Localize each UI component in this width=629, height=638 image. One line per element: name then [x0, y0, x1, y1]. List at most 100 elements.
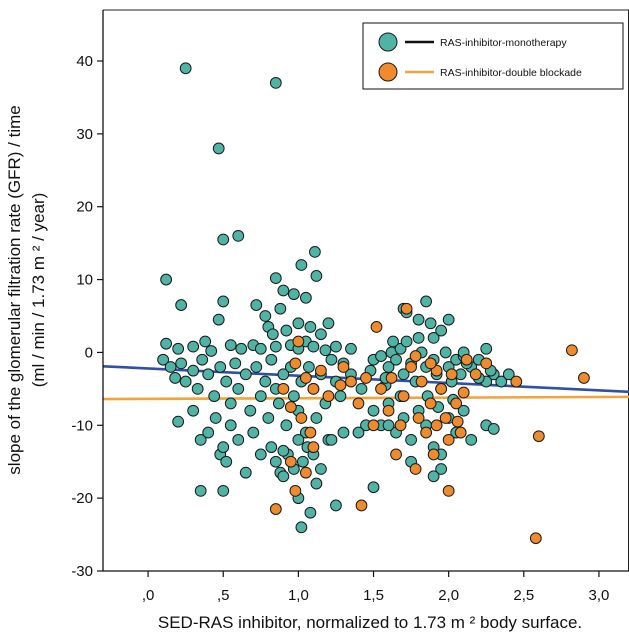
data-point-double-blockade — [460, 353, 473, 366]
data-point-double-blockade — [400, 302, 413, 315]
data-point-monotherapy — [214, 361, 227, 373]
plot-area — [103, 9, 629, 571]
data-point-monotherapy — [307, 340, 320, 353]
data-point-monotherapy — [187, 404, 200, 417]
data-point-monotherapy — [427, 331, 440, 344]
data-point-double-blockade — [529, 532, 542, 545]
data-point-double-blockade — [442, 433, 455, 446]
data-point-monotherapy — [334, 390, 347, 403]
y-axis-title-line2: (ml / min / 1.73 m ² / year) — [29, 193, 48, 388]
data-point-monotherapy — [232, 433, 245, 446]
data-point-double-blockade — [412, 412, 425, 424]
y-tick-label: -20 — [71, 490, 93, 507]
data-point-double-blockade — [307, 441, 320, 454]
data-point-double-blockade — [284, 455, 297, 468]
data-point-monotherapy — [355, 382, 368, 395]
y-tick-label: 20 — [76, 199, 93, 216]
data-point-monotherapy — [250, 299, 263, 311]
data-point-monotherapy — [191, 382, 204, 395]
axes: -30 -20 -10 0 10 20 30 40 ,0 ,5 1,0 1,5 2,0 2,5 3,0 — [71, 10, 629, 604]
data-point-monotherapy — [292, 433, 305, 446]
data-point-double-blockade — [315, 364, 327, 377]
data-point-double-blockade — [352, 397, 365, 410]
data-point-monotherapy — [217, 233, 230, 246]
data-point-double-blockade — [480, 357, 493, 370]
data-point-monotherapy — [405, 433, 417, 446]
data-point-monotherapy — [367, 404, 380, 417]
data-point-monotherapy — [412, 331, 425, 344]
y-axis-title-line1: slope of the glomerular filtration rate … — [5, 105, 24, 474]
data-point-monotherapy — [179, 375, 192, 388]
data-point-monotherapy — [164, 361, 177, 373]
data-point-monotherapy — [250, 361, 263, 373]
data-point-monotherapy — [160, 273, 173, 286]
data-point-monotherapy — [397, 368, 410, 381]
data-point-double-blockade — [397, 390, 410, 403]
data-point-double-blockade — [427, 448, 440, 461]
data-point-monotherapy — [287, 288, 300, 301]
legend: RAS-inhibitor-monotherapy RAS-inhibitor-d… — [362, 22, 624, 90]
data-point-monotherapy — [212, 313, 225, 326]
data-point-double-blockade — [295, 412, 308, 424]
data-point-monotherapy — [325, 433, 338, 446]
data-point-double-blockade — [367, 419, 380, 432]
data-point-double-blockade — [385, 372, 398, 384]
data-point-monotherapy — [172, 415, 185, 428]
data-point-monotherapy — [400, 335, 413, 348]
data-point-monotherapy — [315, 328, 327, 341]
data-point-monotherapy — [254, 342, 267, 355]
data-point-monotherapy — [427, 470, 440, 483]
data-point-monotherapy — [212, 142, 225, 155]
data-point-monotherapy — [442, 313, 455, 326]
data-point-monotherapy — [196, 353, 209, 366]
data-point-monotherapy — [292, 317, 305, 330]
fit-line-double-blockade — [102, 395, 629, 401]
data-point-monotherapy — [217, 441, 230, 454]
data-point-monotherapy — [277, 470, 290, 483]
legend-marker-monotherapy — [378, 32, 398, 52]
data-point-monotherapy — [232, 229, 245, 242]
data-point-monotherapy — [319, 344, 332, 357]
data-point-double-blockade — [454, 426, 467, 439]
data-point-monotherapy — [295, 259, 308, 271]
data-point-double-blockade — [289, 484, 302, 497]
data-point-monotherapy — [390, 353, 402, 366]
data-point-monotherapy — [325, 353, 338, 366]
data-point-double-blockade — [307, 382, 320, 395]
data-point-monotherapy — [194, 484, 207, 497]
data-point-monotherapy — [315, 463, 327, 475]
data-point-monotherapy — [420, 295, 433, 308]
data-point-monotherapy — [337, 426, 350, 439]
data-point-monotherapy — [265, 441, 278, 454]
data-point-double-blockade — [289, 357, 302, 370]
data-point-double-blockade — [451, 415, 464, 428]
y-tick-label: 10 — [76, 272, 93, 289]
data-point-monotherapy — [272, 397, 285, 410]
data-point-monotherapy — [387, 335, 399, 348]
data-point-monotherapy — [208, 390, 221, 403]
data-point-double-blockade — [450, 397, 463, 410]
data-point-monotherapy — [382, 361, 395, 373]
data-point-monotherapy — [345, 342, 357, 355]
data-point-double-blockade — [284, 401, 297, 413]
y-tick-label: 0 — [85, 344, 93, 361]
data-point-monotherapy — [330, 340, 342, 353]
data-point-monotherapy — [266, 328, 279, 341]
data-point-double-blockade — [457, 386, 470, 399]
data-point-double-blockade — [304, 426, 317, 439]
data-point-monotherapy — [259, 310, 272, 322]
data-point-double-blockade — [299, 466, 312, 479]
data-point-monotherapy — [435, 324, 448, 337]
data-point-double-blockade — [337, 361, 350, 373]
y-tick-label: -30 — [71, 563, 93, 580]
data-point-monotherapy — [322, 317, 335, 330]
data-point-monotherapy — [169, 372, 182, 384]
data-point-double-blockade — [532, 430, 545, 443]
data-point-monotherapy — [235, 342, 248, 355]
data-point-monotherapy — [310, 477, 323, 490]
data-point-double-blockade — [442, 484, 455, 497]
data-point-monotherapy — [205, 345, 218, 357]
data-point-monotherapy — [274, 302, 287, 315]
y-tick-label: 40 — [76, 53, 93, 70]
data-point-monotherapy — [157, 353, 170, 366]
